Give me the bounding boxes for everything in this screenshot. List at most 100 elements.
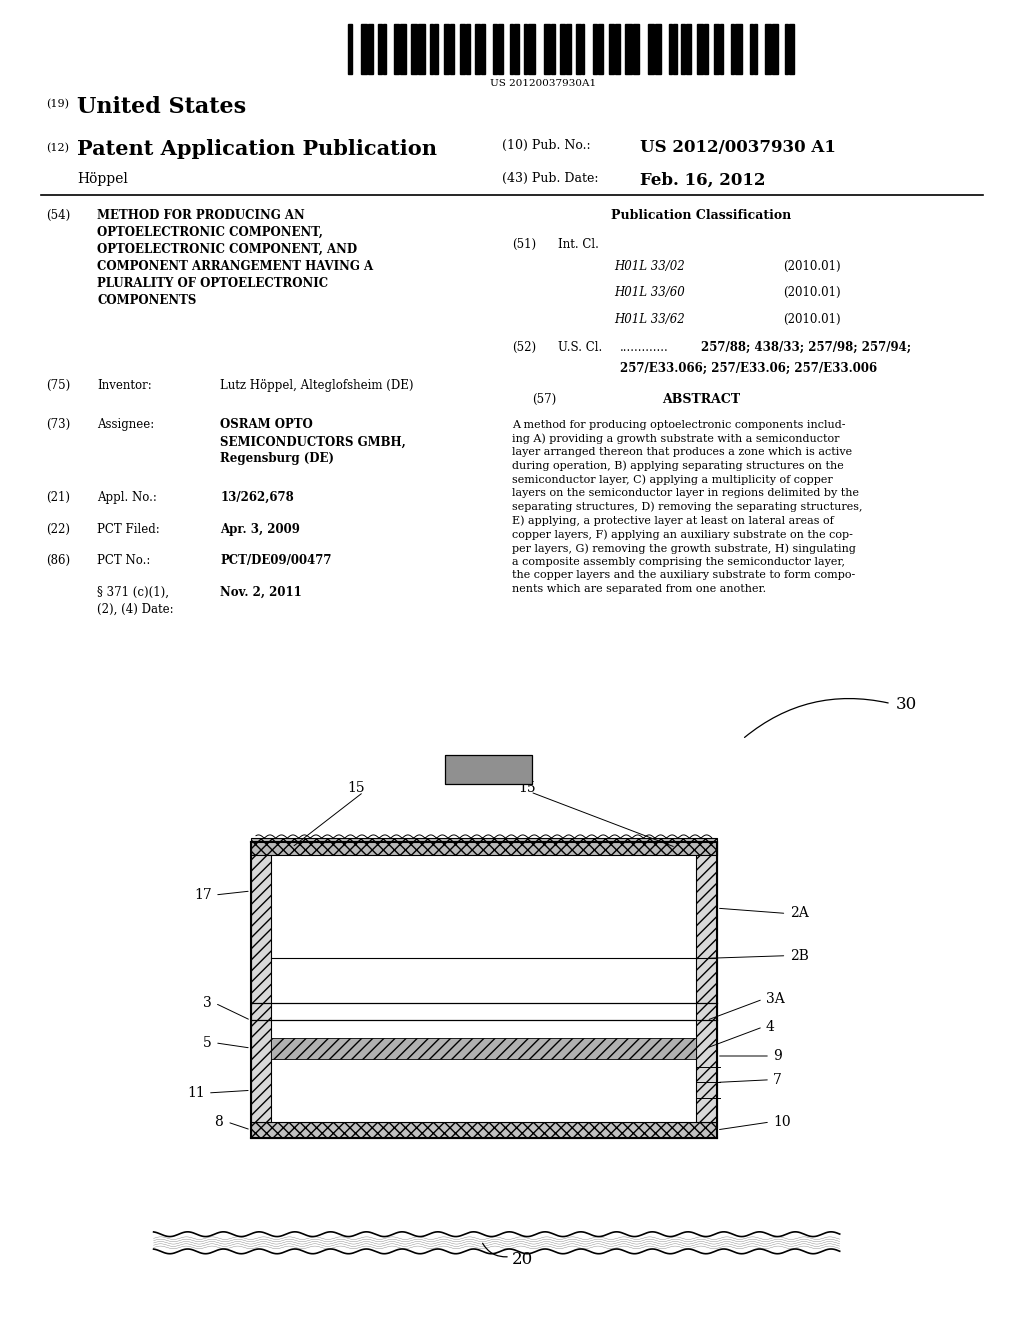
Bar	[443, 24, 449, 74]
Bar	[582, 24, 585, 74]
Text: 2B: 2B	[791, 949, 809, 962]
Bar	[575, 24, 581, 74]
Text: (57): (57)	[532, 393, 557, 407]
Text: Assignee:: Assignee:	[97, 418, 155, 432]
Text: 14: 14	[454, 755, 472, 770]
Text: Höppel: Höppel	[77, 172, 128, 186]
Text: ABSTRACT: ABSTRACT	[663, 393, 740, 407]
Text: 3: 3	[203, 997, 212, 1010]
Bar	[394, 24, 399, 74]
Bar	[528, 24, 535, 74]
Bar	[648, 24, 654, 74]
Bar	[450, 24, 455, 74]
Bar	[379, 24, 382, 74]
Bar	[785, 24, 788, 74]
Bar	[682, 24, 685, 74]
Text: H01L 33/60: H01L 33/60	[614, 286, 685, 300]
Text: (73): (73)	[46, 418, 71, 432]
Text: PCT No.:: PCT No.:	[97, 554, 151, 568]
Text: Publication Classification: Publication Classification	[611, 209, 792, 222]
Text: 20: 20	[512, 1251, 534, 1269]
Text: Inventor:: Inventor:	[97, 379, 152, 392]
Text: (10) Pub. No.:: (10) Pub. No.:	[502, 139, 591, 152]
Bar	[361, 24, 367, 74]
Text: 2A: 2A	[791, 907, 809, 920]
Bar	[750, 24, 754, 74]
Text: US 20120037930A1: US 20120037930A1	[489, 79, 596, 88]
Bar	[460, 24, 465, 74]
Text: (51): (51)	[512, 238, 537, 251]
Bar	[544, 24, 550, 74]
Bar	[400, 24, 406, 74]
Text: US 2012/0037930 A1: US 2012/0037930 A1	[640, 139, 836, 156]
Text: .............: .............	[620, 341, 669, 354]
Text: Apr. 3, 2009: Apr. 3, 2009	[220, 523, 300, 536]
Text: 13/262,678: 13/262,678	[220, 491, 294, 504]
Bar	[271, 1038, 696, 1059]
Text: U.S. Cl.: U.S. Cl.	[558, 341, 602, 354]
Text: (21): (21)	[46, 491, 70, 504]
Text: 15: 15	[347, 781, 366, 796]
Text: (12): (12)	[46, 143, 69, 153]
Bar	[466, 24, 470, 74]
Text: (54): (54)	[46, 209, 71, 222]
Bar	[498, 24, 503, 74]
Text: Nov. 2, 2011: Nov. 2, 2011	[220, 586, 302, 599]
Bar	[510, 24, 513, 74]
Text: 257/88; 438/33; 257/98; 257/94;: 257/88; 438/33; 257/98; 257/94;	[701, 341, 911, 354]
Bar	[615, 24, 620, 74]
Text: PCT/DE09/00477: PCT/DE09/00477	[220, 554, 332, 568]
Text: Int. Cl.: Int. Cl.	[558, 238, 599, 251]
Bar	[434, 24, 438, 74]
Bar	[514, 24, 519, 74]
Text: 8: 8	[214, 1115, 223, 1129]
Bar	[720, 24, 723, 74]
Bar	[703, 24, 708, 74]
Text: 17: 17	[195, 888, 212, 902]
Text: 4: 4	[766, 1020, 775, 1034]
Text: 3A: 3A	[766, 993, 784, 1006]
Bar	[696, 24, 702, 74]
Bar	[348, 24, 352, 74]
Bar	[430, 24, 433, 74]
Bar	[655, 24, 660, 74]
Bar	[251, 1122, 717, 1138]
Bar	[790, 24, 794, 74]
Bar	[755, 24, 757, 74]
Bar	[686, 24, 691, 74]
Text: Appl. No.:: Appl. No.:	[97, 491, 157, 504]
Bar	[251, 838, 717, 855]
Text: (75): (75)	[46, 379, 71, 392]
Bar	[480, 24, 485, 74]
Bar	[251, 842, 271, 1122]
Text: Feb. 16, 2012: Feb. 16, 2012	[640, 172, 766, 189]
Bar	[271, 842, 696, 1122]
Bar	[696, 842, 717, 1122]
Text: (2010.01): (2010.01)	[783, 313, 841, 326]
Text: Patent Application Publication: Patent Application Publication	[77, 139, 437, 158]
Text: 7: 7	[773, 1073, 782, 1086]
Bar	[475, 24, 479, 74]
Text: 11: 11	[187, 1086, 205, 1100]
Bar	[368, 24, 373, 74]
Bar	[598, 24, 603, 74]
Text: (19): (19)	[46, 99, 69, 110]
Text: Lutz Höppel, Alteglofsheim (DE): Lutz Höppel, Alteglofsheim (DE)	[220, 379, 414, 392]
Text: (43) Pub. Date:: (43) Pub. Date:	[502, 172, 598, 185]
Bar	[445, 755, 532, 784]
Text: OSRAM OPTO
SEMICONDUCTORS GMBH,
Regensburg (DE): OSRAM OPTO SEMICONDUCTORS GMBH, Regensbu…	[220, 418, 406, 466]
Text: (2010.01): (2010.01)	[783, 260, 841, 273]
Bar	[673, 24, 677, 74]
Bar	[551, 24, 555, 74]
Bar	[772, 24, 777, 74]
Bar	[566, 24, 570, 74]
Bar	[524, 24, 527, 74]
Bar	[735, 24, 741, 74]
Text: § 371 (c)(1),
(2), (4) Date:: § 371 (c)(1), (2), (4) Date:	[97, 586, 174, 616]
Text: United States: United States	[77, 96, 246, 119]
Bar	[445, 755, 532, 784]
Bar	[411, 24, 418, 74]
Bar	[383, 24, 386, 74]
Text: METHOD FOR PRODUCING AN
OPTOELECTRONIC COMPONENT,
OPTOELECTRONIC COMPONENT, AND
: METHOD FOR PRODUCING AN OPTOELECTRONIC C…	[97, 209, 374, 306]
Text: (52): (52)	[512, 341, 537, 354]
